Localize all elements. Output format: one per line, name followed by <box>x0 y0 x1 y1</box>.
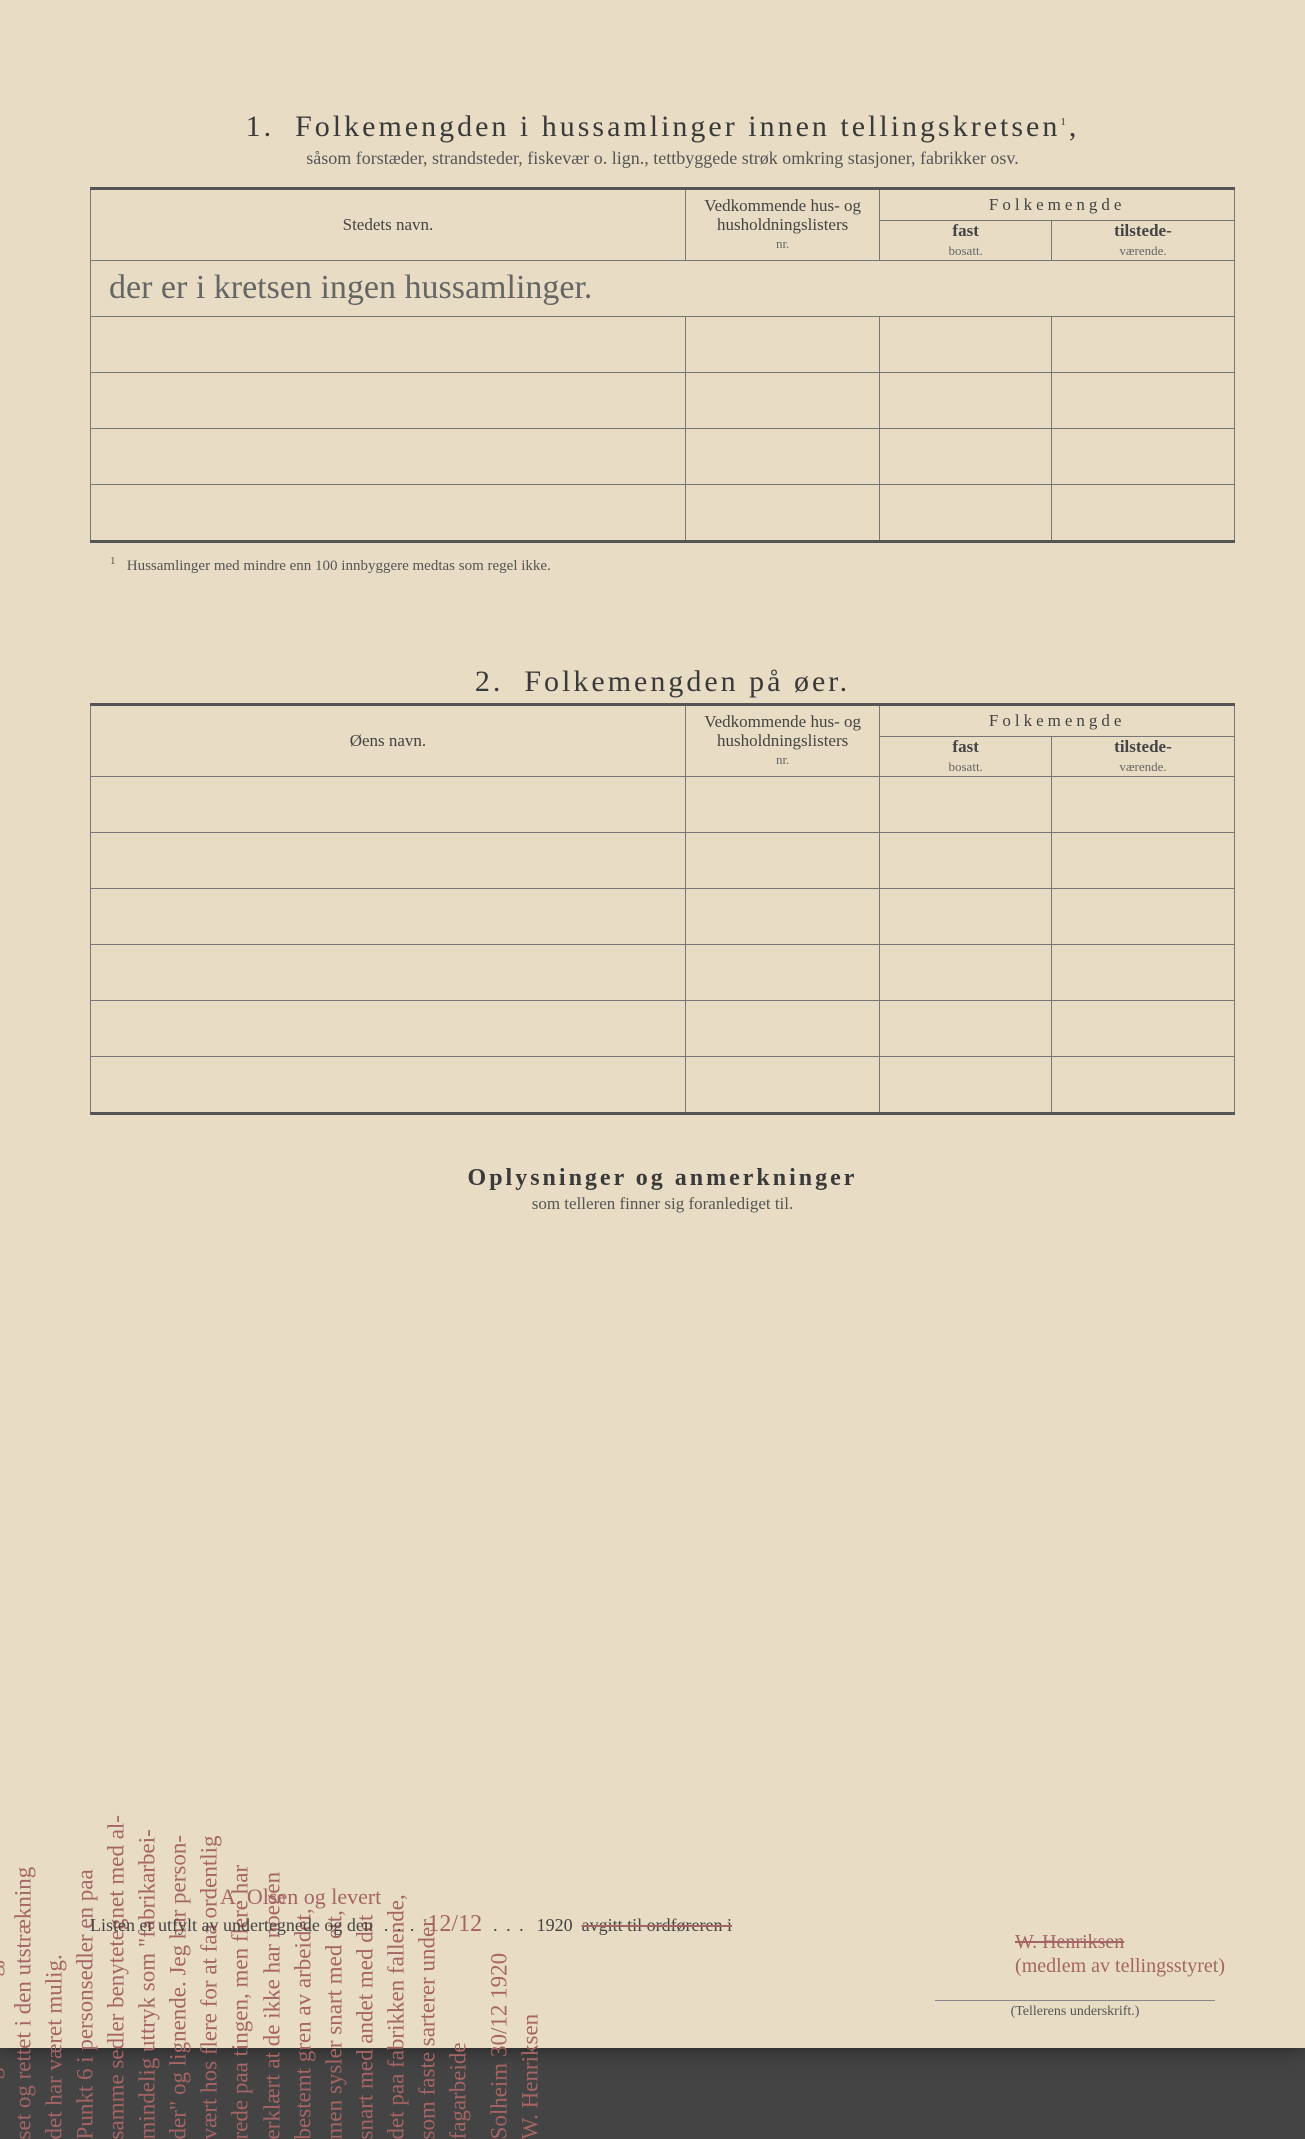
section3-subtitle: som telleren finner sig foranlediget til… <box>90 1194 1235 1214</box>
col-tilstede: tilstede- værende. <box>1051 221 1234 261</box>
section2-table: Øens navn. Vedkommende hus- og husholdni… <box>90 703 1235 1115</box>
section1-number: 1. <box>246 110 275 143</box>
col-stedets-navn: Stedets navn. <box>91 189 686 261</box>
col-fast-bosatt: fast bosatt. <box>880 221 1052 261</box>
footer-year: 1920 <box>537 1915 573 1935</box>
table-row: der er i kretsen ingen hussamlinger. <box>91 261 1235 317</box>
footer-struck: avgitt til ordføreren i <box>582 1915 732 1935</box>
col-hus-nr: Vedkommende hus- og husholdningslisters … <box>685 189 879 261</box>
section2-title-text: Folkemengden på øer. <box>524 665 850 698</box>
section1-title-text: Folkemengden i hussamlinger innen tellin… <box>295 110 1060 143</box>
section1-title-sup: 1 <box>1060 116 1069 128</box>
tellerens-underskrift: (Tellerens underskrift.) <box>935 2000 1215 2020</box>
table-row <box>91 317 1235 373</box>
col-hus-nr-2: Vedkommende hus- og husholdningslisters … <box>685 705 879 777</box>
table-row <box>91 945 1235 1001</box>
table-row <box>91 1001 1235 1057</box>
col-folkemengde: Folkemengde <box>880 189 1235 221</box>
section1-title: 1. Folkemengden i hussamlinger innen tel… <box>90 110 1235 144</box>
table-row <box>91 485 1235 542</box>
table-row <box>91 777 1235 833</box>
footer-annotation-above: A. Olsen og levert <box>220 1884 381 1910</box>
handwritten-note: der er i kretsen ingen hussamlinger. <box>109 269 592 307</box>
census-form-page: 1. Folkemengden i hussamlinger innen tel… <box>0 0 1305 2048</box>
section3-title: Oplysninger og anmerkninger <box>90 1165 1235 1192</box>
handwritten-area: Oversendes hr. ordfø- reren i Tranøy. Sa… <box>90 1234 1235 1834</box>
section1-table: Stedets navn. Vedkommende hus- og hushol… <box>90 187 1235 543</box>
table-row <box>91 1057 1235 1114</box>
table-row <box>91 889 1235 945</box>
table-row <box>91 429 1235 485</box>
section1-subtitle: såsom forstæder, strandsteder, fiskevær … <box>90 148 1235 169</box>
footer-date: 12/12 <box>427 1911 482 1937</box>
col-oens-navn: Øens navn. <box>91 705 686 777</box>
footer-prefix: Listen er utfylt av undertegnede og den <box>90 1915 373 1935</box>
footer-annotation-below: W. Henriksen (medlem av tellingsstyret) <box>1015 1930 1225 1978</box>
col-fast-bosatt-2: fast bosatt. <box>880 737 1052 777</box>
table-row <box>91 373 1235 429</box>
table-row <box>91 833 1235 889</box>
section1-footnote: 1 Hussamlinger med mindre enn 100 innbyg… <box>90 555 1235 575</box>
section2-number: 2. <box>475 665 504 698</box>
col-folkemengde-2: Folkemengde <box>880 705 1235 737</box>
section2-title: 2. Folkemengden på øer. <box>90 665 1235 699</box>
col-tilstede-2: tilstede- værende. <box>1051 737 1234 777</box>
rotated-handwriting: Oversendes hr. ordfø- reren i Tranøy. Sa… <box>0 1519 545 2139</box>
